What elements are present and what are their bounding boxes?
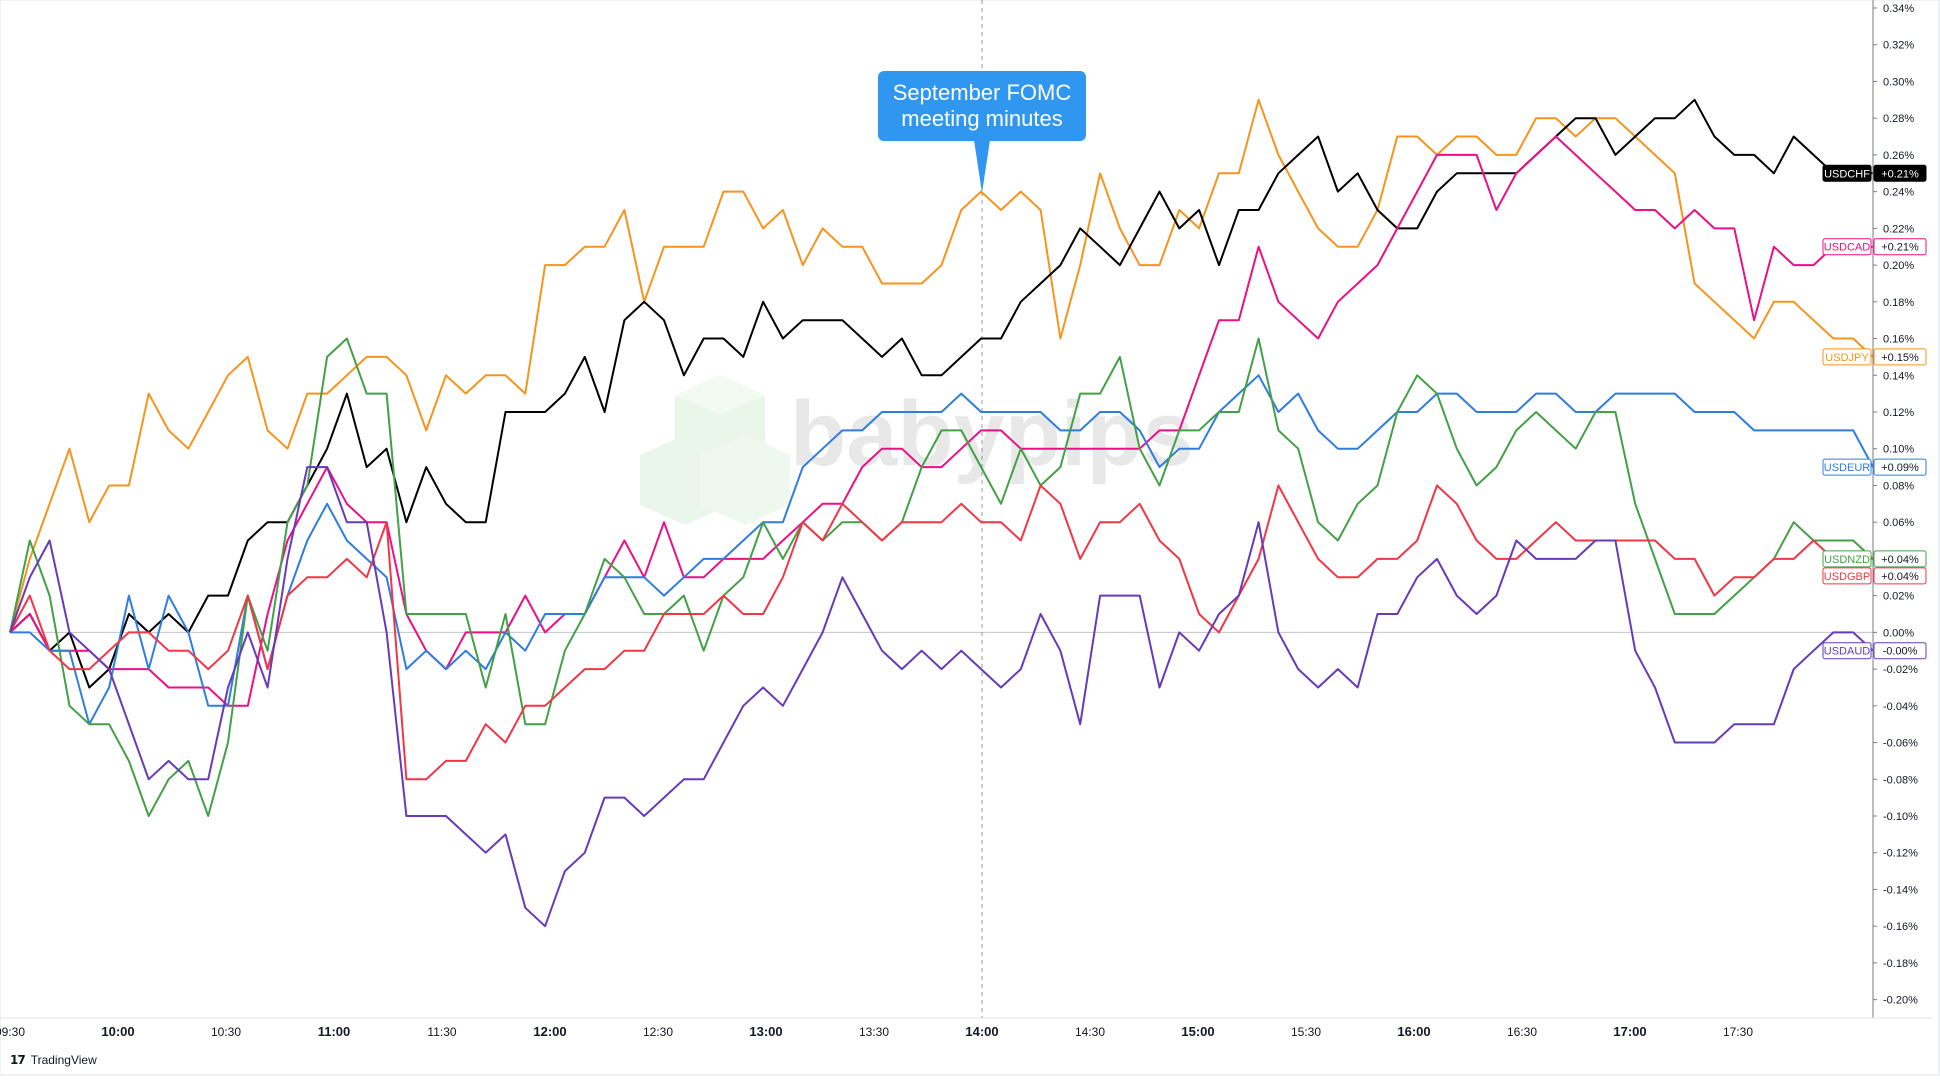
y-tick-label: 0.26% [1883, 150, 1914, 162]
annotation-pointer [974, 140, 990, 193]
x-tick-label: 11:00 [318, 1024, 351, 1039]
series-name-box [1822, 348, 1872, 366]
watermark-text: babypips [790, 383, 1194, 485]
y-tick-label: 0.24% [1883, 187, 1914, 199]
series-value-box [1873, 164, 1927, 182]
series-line-usdgbp [9, 484, 1873, 781]
x-tick-label: 14:00 [965, 1024, 998, 1039]
y-tick-label: 0.14% [1883, 370, 1914, 382]
y-tick-label: 0.34% [1883, 3, 1914, 15]
y-tick-label: -0.10% [1883, 811, 1918, 823]
annotation-text: September FOMC [893, 80, 1072, 105]
series-line-usdnzd [9, 337, 1874, 817]
x-tick-label: 12:30 [643, 1025, 673, 1039]
y-tick-label: -0.12% [1883, 848, 1918, 860]
series-value-text: +0.04% [1881, 571, 1919, 583]
series-line-usdaud [9, 466, 1874, 928]
series-name-box [1822, 164, 1872, 182]
series-value-box [1873, 642, 1927, 660]
series-name-text: USDCHF [1824, 168, 1870, 180]
series-value-box [1873, 238, 1927, 256]
x-tick-label: 14:30 [1075, 1025, 1105, 1039]
series-value-box [1873, 348, 1927, 366]
series-name-text: USDCAD [1824, 242, 1871, 254]
y-tick-label: -0.18% [1883, 958, 1918, 970]
tradingview-brand: TradingView [30, 1053, 97, 1067]
y-tick-label: 0.32% [1883, 40, 1914, 52]
x-tick-label: 16:30 [1507, 1025, 1537, 1039]
series-name-text: USDNZD [1824, 554, 1870, 566]
series-name-text: USDGBP [1824, 571, 1870, 583]
x-tick-label: 16:00 [1397, 1024, 1430, 1039]
x-tick-label: 17:30 [1723, 1025, 1753, 1039]
series-name-box [1822, 642, 1872, 660]
series-label-usdgbp: USDGBP +0.04% [1822, 567, 1927, 585]
y-tick-label: 0.30% [1883, 76, 1914, 88]
y-tick-label: -0.04% [1883, 701, 1918, 713]
y-tick-label: 0.10% [1883, 444, 1914, 456]
y-tick-label: 0.08% [1883, 480, 1914, 492]
tradingview-footer: 17 TradingView [10, 1051, 97, 1069]
x-tick-label: 15:00 [1181, 1024, 1214, 1039]
series-label-usdnzd: USDNZD +0.04% [1822, 550, 1927, 568]
y-tick-label: 0.16% [1883, 334, 1914, 346]
series-name-text: USDAUD [1824, 646, 1871, 658]
series-value-text: +0.04% [1881, 554, 1919, 566]
babypips-watermark: babypips [640, 375, 1194, 525]
x-tick-label: 17:00 [1613, 1024, 1646, 1039]
series-value-text: -0.00% [1883, 646, 1918, 658]
y-tick-label: -0.20% [1883, 995, 1918, 1007]
tradingview-logo-icon: 17 [10, 1053, 26, 1067]
series-value-box [1873, 550, 1927, 568]
series-name-box [1822, 458, 1872, 476]
series-label-usdcad: USDCAD +0.21% [1822, 238, 1927, 256]
y-tick-label: 0.22% [1883, 223, 1914, 235]
y-tick-label: 0.06% [1883, 517, 1914, 529]
y-tick-label: 0.20% [1883, 260, 1914, 272]
series-name-box [1822, 550, 1872, 568]
x-tick-label: 13:30 [859, 1025, 889, 1039]
series-value-text: +0.21% [1881, 242, 1919, 254]
y-tick-label: 0.12% [1883, 407, 1914, 419]
series-name-text: USDJPY [1825, 352, 1869, 364]
series-label-usdaud: USDAUD -0.00% [1822, 642, 1927, 660]
x-tick-label: 13:00 [749, 1024, 782, 1039]
series-name-box [1822, 567, 1872, 585]
y-tick-label: 0.00% [1883, 627, 1914, 639]
y-tick-label: -0.16% [1883, 921, 1918, 933]
series-label-usdchf: USDCHF +0.21% [1822, 164, 1927, 182]
y-tick-label: -0.08% [1883, 774, 1918, 786]
y-tick-label: -0.14% [1883, 884, 1918, 896]
x-tick-label: 10:00 [101, 1024, 134, 1039]
series-value-text: +0.21% [1881, 168, 1919, 180]
series-value-box [1873, 458, 1927, 476]
x-tick-label: 09:30 [0, 1025, 25, 1039]
annotation-box [878, 71, 1086, 141]
y-tick-label: 0.02% [1883, 591, 1914, 603]
y-tick-label: 0.28% [1883, 113, 1914, 125]
y-tick-label: -0.02% [1883, 664, 1918, 676]
series-name-box [1822, 238, 1872, 256]
x-tick-label: 11:30 [427, 1025, 456, 1039]
series-label-usdeur: USDEUR +0.09% [1822, 458, 1927, 476]
y-tick-label: 0.18% [1883, 297, 1914, 309]
x-tick-label: 10:30 [211, 1025, 241, 1039]
series-line-usdchf [9, 98, 1873, 689]
series-value-box [1873, 567, 1927, 585]
series-label-usdjpy: USDJPY +0.15% [1822, 348, 1927, 366]
series-value-text: +0.15% [1881, 352, 1919, 364]
series-value-text: +0.09% [1881, 462, 1919, 474]
y-tick-label: -0.06% [1883, 738, 1918, 750]
x-tick-label: 15:30 [1291, 1025, 1321, 1039]
series-name-text: USDEUR [1824, 462, 1871, 474]
x-tick-label: 12:00 [533, 1024, 566, 1039]
annotation-text: meeting minutes [901, 106, 1062, 131]
series-line-usdcad [9, 135, 1873, 707]
series-line-usdeur [10, 374, 1874, 726]
